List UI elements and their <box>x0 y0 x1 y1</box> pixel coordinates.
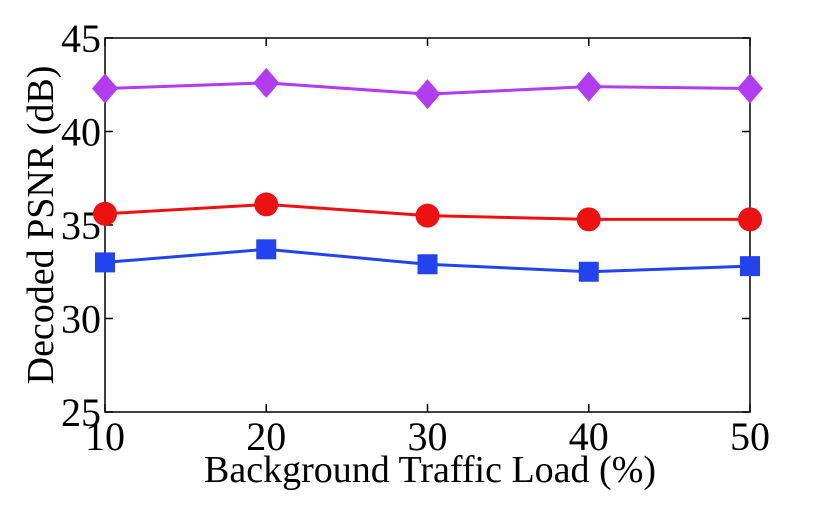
diamond-marker <box>414 79 441 110</box>
circle-marker <box>93 201 117 226</box>
x-tick-label: 10 <box>85 414 125 459</box>
x-tick-label: 30 <box>408 414 448 459</box>
circle-marker <box>415 203 440 228</box>
square-marker <box>95 252 115 273</box>
x-tick-label: 20 <box>246 414 286 459</box>
x-tick-label: 40 <box>569 414 609 459</box>
square-marker <box>417 254 438 275</box>
square-marker <box>740 256 760 277</box>
y-tick-label: 40 <box>61 110 101 155</box>
diamond-marker <box>737 73 763 104</box>
x-tick-label: 50 <box>730 414 770 459</box>
y-tick-label: 25 <box>61 390 101 435</box>
diamond-marker <box>92 73 118 104</box>
circle-marker <box>254 192 279 217</box>
y-tick-label: 45 <box>61 16 101 61</box>
x-axis-label: Background Traffic Load (%) <box>204 449 656 491</box>
diamond-marker <box>253 67 280 98</box>
circle-marker <box>576 207 601 232</box>
y-tick-label: 30 <box>61 297 101 342</box>
series-layer <box>92 67 763 282</box>
square-marker <box>578 261 599 282</box>
circle-marker <box>738 207 762 232</box>
diamond-marker <box>575 71 602 102</box>
square-marker <box>256 239 277 260</box>
y-axis-label: Decoded PSNR (dB) <box>20 66 62 385</box>
